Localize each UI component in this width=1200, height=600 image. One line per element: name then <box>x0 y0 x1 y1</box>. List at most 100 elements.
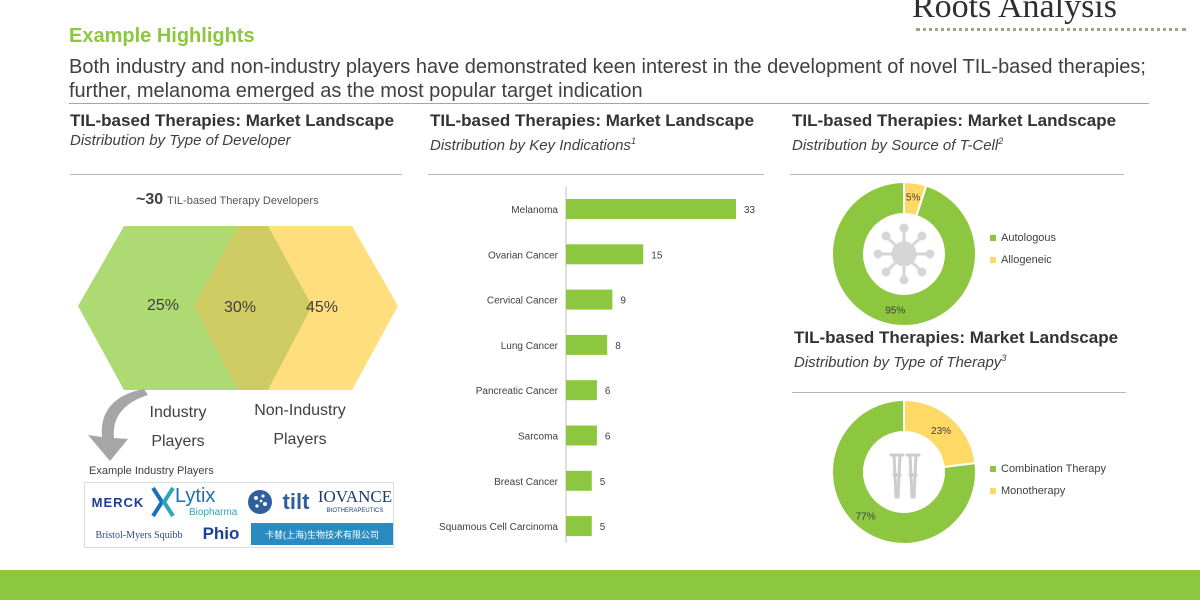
lytix-mark-icon <box>151 485 175 519</box>
virus-icon <box>864 214 944 294</box>
legend-item: Combination Therapy <box>990 458 1106 480</box>
tcell-legend: Autologous Allogeneic <box>990 227 1056 271</box>
bar-category-label: Pancreatic Cancer <box>476 386 559 397</box>
donut-slice <box>903 398 977 469</box>
industry-percent: 25% <box>147 297 179 314</box>
panel-subtitle: Distribution by Key Indications1 <box>430 132 770 155</box>
subtitle-footnote: 1 <box>630 136 636 146</box>
legend-label: Monotherapy <box>1001 485 1066 497</box>
panel-subtitle: Distribution by Type of Therapy3 <box>794 349 1134 372</box>
bar-category-label: Ovarian Cancer <box>488 250 559 261</box>
legend-swatch <box>990 235 996 241</box>
developer-count-value: ~30 <box>136 191 164 208</box>
bar-value-label: 5 <box>600 522 606 533</box>
bar-category-label: Cervical Cancer <box>487 296 559 307</box>
eyebrow-title: Example Highlights <box>69 25 255 47</box>
industry-label-line1: Industry <box>149 404 207 421</box>
developer-count: ~30 TIL-based Therapy Developers <box>136 191 319 209</box>
company-logos: MERCK Lytix Biopharma tilt IOVANCE BIOTH… <box>84 482 394 548</box>
phio-logo: Phio <box>202 524 240 543</box>
panel-subtitle: Distribution by Source of T-Cell2 <box>792 132 1132 155</box>
panel-title: TIL-based Therapies: Market Landscape <box>792 111 1117 130</box>
tilt-globe-icon <box>245 487 275 517</box>
bar <box>566 334 608 355</box>
bar <box>566 425 597 446</box>
indications-bar-chart: Melanoma 33 Ovarian Cancer 15 Cervical Cance… <box>439 187 756 543</box>
donut-slice <box>831 180 977 327</box>
iovance-logo: IOVANCE <box>317 487 393 506</box>
bar <box>566 199 736 219</box>
bar <box>566 380 597 401</box>
bar-value-label: 6 <box>605 432 611 443</box>
bar-category-label: Sarcoma <box>518 432 558 443</box>
bms-logo: Bristol-Myers Squibb <box>95 529 183 541</box>
donut-value-label: 5% <box>906 193 921 204</box>
developer-venn: 25% 30% 45% <box>70 220 410 400</box>
panel-divider <box>70 174 402 175</box>
panel-divider <box>428 174 764 175</box>
legend-label: Autologous <box>1001 232 1057 244</box>
bar <box>566 244 644 265</box>
bar-value-label: 5 <box>600 477 606 488</box>
legend-swatch <box>990 488 996 494</box>
bar-category-label: Breast Cancer <box>494 477 559 488</box>
bar-value-label: 9 <box>620 296 626 307</box>
headline: Both industry and non-industry players h… <box>69 56 1146 102</box>
bar <box>566 470 592 491</box>
bar-value-label: 15 <box>651 250 663 261</box>
bar <box>566 516 592 537</box>
bar <box>566 289 613 310</box>
donut-value-label: 23% <box>931 426 951 437</box>
tcell-donut-chart: 95% 5% <box>831 180 977 327</box>
legend-item: Autologous <box>990 227 1056 249</box>
panel-therapy-heading: TIL-based Therapies: Market Landscape Di… <box>794 327 1134 372</box>
merck-logo: MERCK <box>91 494 145 510</box>
header-divider <box>69 103 1149 104</box>
non-industry-players-label: Non-Industry Players <box>245 396 355 454</box>
legend-label: Combination Therapy <box>1001 463 1106 475</box>
brand-logo: Roots Analysis <box>912 0 1117 25</box>
footer-bar <box>0 570 1200 600</box>
bar-category-label: Lung Cancer <box>501 341 559 352</box>
donut-slice <box>903 180 928 218</box>
donut-slice <box>831 398 977 545</box>
legend-item: Monotherapy <box>990 480 1106 502</box>
non-industry-percent: 45% <box>306 299 338 316</box>
panel-divider <box>790 174 1124 175</box>
panel-title: TIL-based Therapies: Market Landscape <box>430 111 755 130</box>
panel-tcell-heading: TIL-based Therapies: Market Landscape Di… <box>792 110 1132 155</box>
overlap-percent: 30% <box>224 299 256 316</box>
panel-title: TIL-based Therapies: Market Landscape <box>794 328 1119 347</box>
non-industry-label-line1: Non-Industry <box>254 402 346 419</box>
developer-count-caption: TIL-based Therapy Developers <box>167 195 319 207</box>
tilt-logo: tilt <box>282 489 310 514</box>
legend-swatch <box>990 466 996 472</box>
panel-divider <box>792 392 1126 393</box>
bar-value-label: 33 <box>744 205 756 216</box>
legend-swatch <box>990 257 996 263</box>
overlap-region <box>194 226 312 390</box>
crutches-icon <box>869 437 941 509</box>
bar-category-label: Squamous Cell Carcinoma <box>439 522 558 533</box>
bar-value-label: 8 <box>615 341 621 352</box>
therapy-donut-chart: 77% 23% <box>831 398 977 545</box>
bar-value-label: 6 <box>605 386 611 397</box>
subtitle-text: Distribution by Type of Therapy <box>794 354 1002 371</box>
therapy-legend: Combination Therapy Monotherapy <box>990 458 1106 502</box>
donut-value-label: 95% <box>885 305 905 316</box>
panel-subtitle: Distribution by Type of Developer <box>70 132 291 149</box>
lytix-logo: Lytix <box>175 484 216 507</box>
panel-developer-heading: TIL-based Therapies: Market Landscape Di… <box>70 110 400 150</box>
iovance-sub: BIOTHERAPEUTICS <box>326 508 384 514</box>
curved-arrow-icon <box>82 385 152 465</box>
legend-item: Allogeneic <box>990 249 1056 271</box>
example-players-label: Example Industry Players <box>89 465 214 477</box>
bar-category-label: Melanoma <box>511 205 558 216</box>
subtitle-text: Distribution by Key Indications <box>430 137 631 154</box>
industry-label-line2: Players <box>151 433 205 450</box>
lytix-sub: Biopharma <box>189 506 238 518</box>
subtitle-footnote: 3 <box>1001 353 1007 363</box>
panel-title: TIL-based Therapies: Market Landscape <box>70 111 395 130</box>
donut-value-label: 77% <box>856 512 876 523</box>
industry-players-label: Industry Players <box>138 398 218 456</box>
